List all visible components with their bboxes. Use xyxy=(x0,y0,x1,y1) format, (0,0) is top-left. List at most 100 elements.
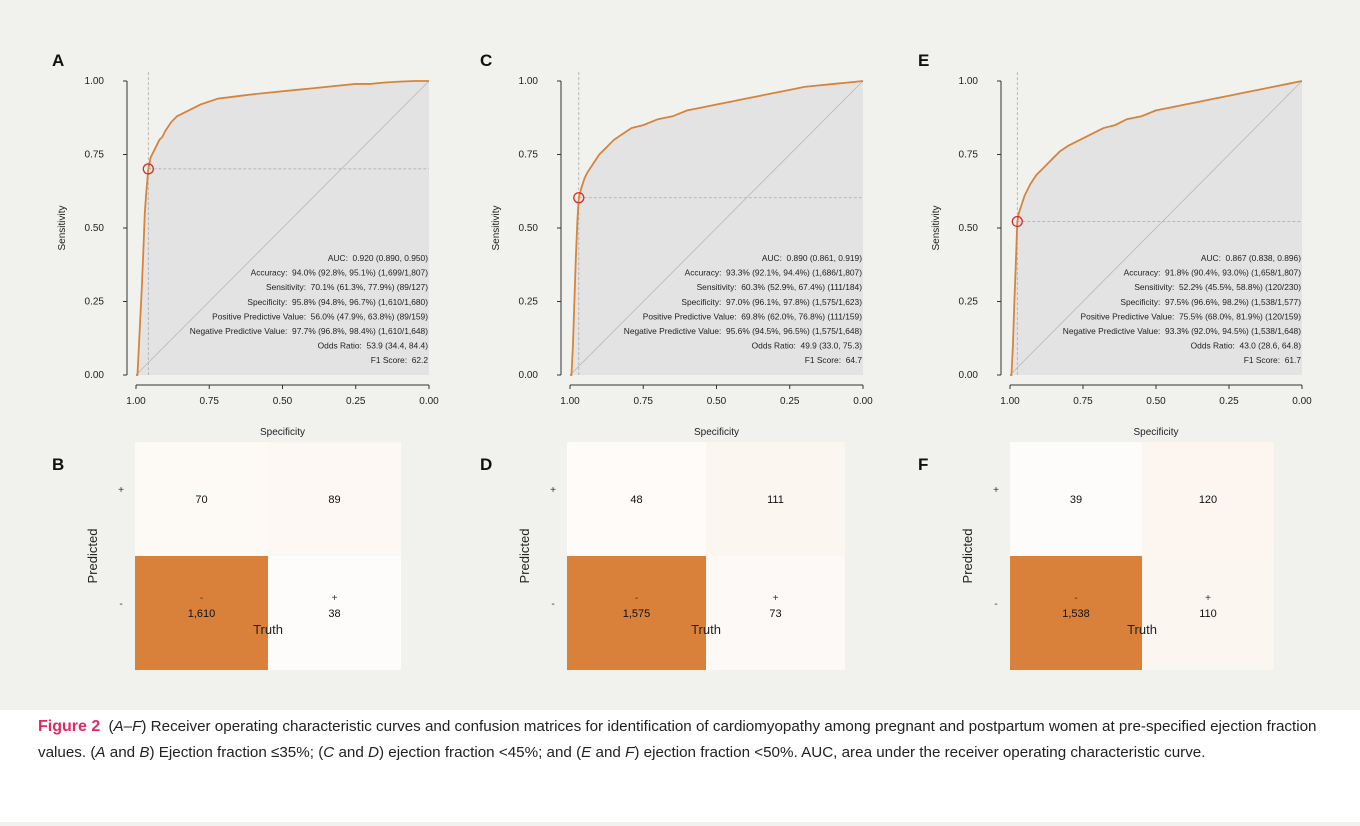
x-axis-label-e: Specificity xyxy=(1133,427,1178,438)
y-tick-label-e-2: 0.50 xyxy=(959,223,979,234)
y-axis-label-c: Sensitivity xyxy=(491,205,502,250)
matrix-cell-b-3 xyxy=(268,556,401,670)
stat-line-c-4: Positive Predictive Value: 69.8% (62.0%,… xyxy=(643,311,862,321)
roc-curve-a xyxy=(136,80,429,376)
matrix-cell-b-1 xyxy=(268,442,401,556)
stat-line-e-6: Odds Ratio: 43.0 (28.6, 64.8) xyxy=(1191,341,1302,351)
caption-panel-range: A–F xyxy=(113,718,142,735)
matrix-y-tick-b-0: + xyxy=(118,485,124,496)
figure-caption: Figure 2 (A–F) Receiver operating charac… xyxy=(38,714,1328,766)
matrix-cell-d-2 xyxy=(567,556,706,670)
matrix-x-label-d: Truth xyxy=(691,622,721,637)
caption-text-7: and xyxy=(591,744,626,761)
figure-label: Figure 2 xyxy=(38,718,101,735)
operating-point-e xyxy=(1011,215,1023,228)
x-tick-label-c-1: 0.75 xyxy=(634,396,654,407)
stat-line-e-5: Negative Predictive Value: 93.3% (92.0%,… xyxy=(1063,326,1301,336)
stat-line-a-1: Accuracy: 94.0% (92.8%, 95.1%) (1,699/1,… xyxy=(251,268,429,278)
stat-line-a-3: Specificity: 95.8% (94.8%, 96.7%) (1,610… xyxy=(247,297,428,307)
matrix-value-b-3: 38 xyxy=(328,608,340,620)
caption-text-5: and xyxy=(334,744,368,761)
matrix-value-b-2: 1,610 xyxy=(188,608,216,620)
y-tick-label-e-3: 0.75 xyxy=(959,150,979,161)
roc-curve-e xyxy=(1010,80,1303,376)
y-tick-label-e-4: 1.00 xyxy=(959,76,979,87)
x-tick-label-c-3: 0.25 xyxy=(780,396,800,407)
x-tick-label-a-0: 1.00 xyxy=(126,396,146,407)
matrix-y-tick-f-0: + xyxy=(993,485,999,496)
x-tick-label-e-1: 0.75 xyxy=(1073,396,1093,407)
caption-text-6: ) ejection fraction <45%; and ( xyxy=(378,744,582,761)
y-tick-label-a-1: 0.25 xyxy=(85,297,105,308)
caption-ref-e: E xyxy=(581,744,592,761)
matrix-cell-d-0 xyxy=(567,442,706,556)
x-tick-label-e-3: 0.25 xyxy=(1219,396,1239,407)
caption-text-4: ) Ejection fraction ≤35%; ( xyxy=(149,744,324,761)
y-tick-label-c-0: 0.00 xyxy=(519,370,539,381)
caption-ref-b: B xyxy=(139,744,150,761)
stat-line-e-3: Specificity: 97.5% (96.6%, 98.2%) (1,538… xyxy=(1120,297,1301,307)
matrix-y-label-f: Predicted xyxy=(960,529,975,584)
stat-line-c-0: AUC: 0.890 (0.861, 0.919) xyxy=(762,253,862,263)
operating-point-c xyxy=(573,192,585,204)
stat-line-a-5: Negative Predictive Value: 97.7% (96.8%,… xyxy=(190,326,428,336)
x-tick-label-a-4: 0.00 xyxy=(419,396,439,407)
caption-text-1: ( xyxy=(104,718,114,735)
matrix-value-b-0: 70 xyxy=(195,494,207,506)
caption-text-3: and xyxy=(105,744,140,761)
stat-line-c-1: Accuracy: 93.3% (92.1%, 94.4%) (1,686/1,… xyxy=(685,268,863,278)
y-tick-label-e-0: 0.00 xyxy=(959,370,979,381)
stat-line-c-3: Specificity: 97.0% (96.1%, 97.8%) (1,575… xyxy=(681,297,862,307)
matrix-value-f-0: 39 xyxy=(1070,494,1082,506)
matrix-value-d-2: 1,575 xyxy=(623,608,651,620)
diagonal-reference-e xyxy=(1009,80,1303,376)
matrix-x-tick-b-1: + xyxy=(332,593,338,604)
x-tick-label-c-0: 1.00 xyxy=(560,396,580,407)
matrix-y-tick-d-1: - xyxy=(551,599,554,610)
caption-ref-d: D xyxy=(368,744,379,761)
panel-letter-e: E xyxy=(918,51,929,70)
matrix-x-tick-d-1: + xyxy=(773,593,779,604)
x-tick-label-c-2: 0.50 xyxy=(707,396,727,407)
caption-text-8: ) ejection fraction <50%. AUC, area unde… xyxy=(634,744,1206,761)
matrix-cell-f-2 xyxy=(1010,556,1142,670)
x-tick-label-a-2: 0.50 xyxy=(273,396,293,407)
matrix-value-d-3: 73 xyxy=(769,608,781,620)
stat-line-c-5: Negative Predictive Value: 95.6% (94.5%,… xyxy=(624,326,862,336)
panel-letter-d: D xyxy=(480,455,492,474)
caption-ref-a: A xyxy=(95,744,106,761)
stat-line-a-6: Odds Ratio: 53.9 (34.4, 84.4) xyxy=(318,341,429,351)
matrix-cell-b-2 xyxy=(135,556,268,670)
stat-line-a-7: F1 Score: 62.2 xyxy=(371,355,429,365)
matrix-x-tick-d-0: - xyxy=(635,593,638,604)
stat-line-a-4: Positive Predictive Value: 56.0% (47.9%,… xyxy=(212,311,428,321)
matrix-y-tick-f-1: - xyxy=(994,599,997,610)
matrix-x-label-f: Truth xyxy=(1127,622,1157,637)
operating-point-a xyxy=(142,163,154,175)
stat-line-c-6: Odds Ratio: 49.9 (33.0, 75.3) xyxy=(752,341,863,351)
y-tick-label-a-3: 0.75 xyxy=(85,150,105,161)
bottom-rule xyxy=(0,822,1360,826)
caption-ref-f: F xyxy=(625,744,635,761)
y-axis-label-a: Sensitivity xyxy=(57,205,68,250)
matrix-x-label-b: Truth xyxy=(253,622,283,637)
x-tick-label-a-3: 0.25 xyxy=(346,396,366,407)
stat-line-e-4: Positive Predictive Value: 75.5% (68.0%,… xyxy=(1080,311,1301,321)
y-tick-label-c-3: 0.75 xyxy=(519,150,539,161)
matrix-value-d-1: 111 xyxy=(767,494,784,506)
y-tick-label-c-2: 0.50 xyxy=(519,223,539,234)
x-tick-label-e-4: 0.00 xyxy=(1292,396,1312,407)
x-tick-label-e-2: 0.50 xyxy=(1146,396,1166,407)
matrix-x-tick-f-1: + xyxy=(1205,593,1211,604)
matrix-value-d-0: 48 xyxy=(630,494,642,506)
matrix-y-tick-b-1: - xyxy=(119,599,122,610)
matrix-value-f-2: 1,538 xyxy=(1062,608,1090,620)
stat-line-c-2: Sensitivity: 60.3% (52.9%, 67.4%) (111/1… xyxy=(697,282,863,292)
panel-letter-a: A xyxy=(52,51,64,70)
matrix-cell-f-3 xyxy=(1142,556,1274,670)
matrix-y-label-d: Predicted xyxy=(517,529,532,584)
caption-ref-c: C xyxy=(323,744,335,761)
stat-line-e-2: Sensitivity: 52.2% (45.5%, 58.8%) (120/2… xyxy=(1134,282,1301,292)
y-tick-label-a-4: 1.00 xyxy=(85,76,105,87)
diagonal-reference-c xyxy=(569,80,864,376)
